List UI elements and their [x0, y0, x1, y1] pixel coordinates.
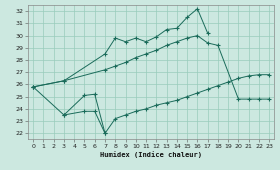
- X-axis label: Humidex (Indice chaleur): Humidex (Indice chaleur): [100, 151, 202, 158]
